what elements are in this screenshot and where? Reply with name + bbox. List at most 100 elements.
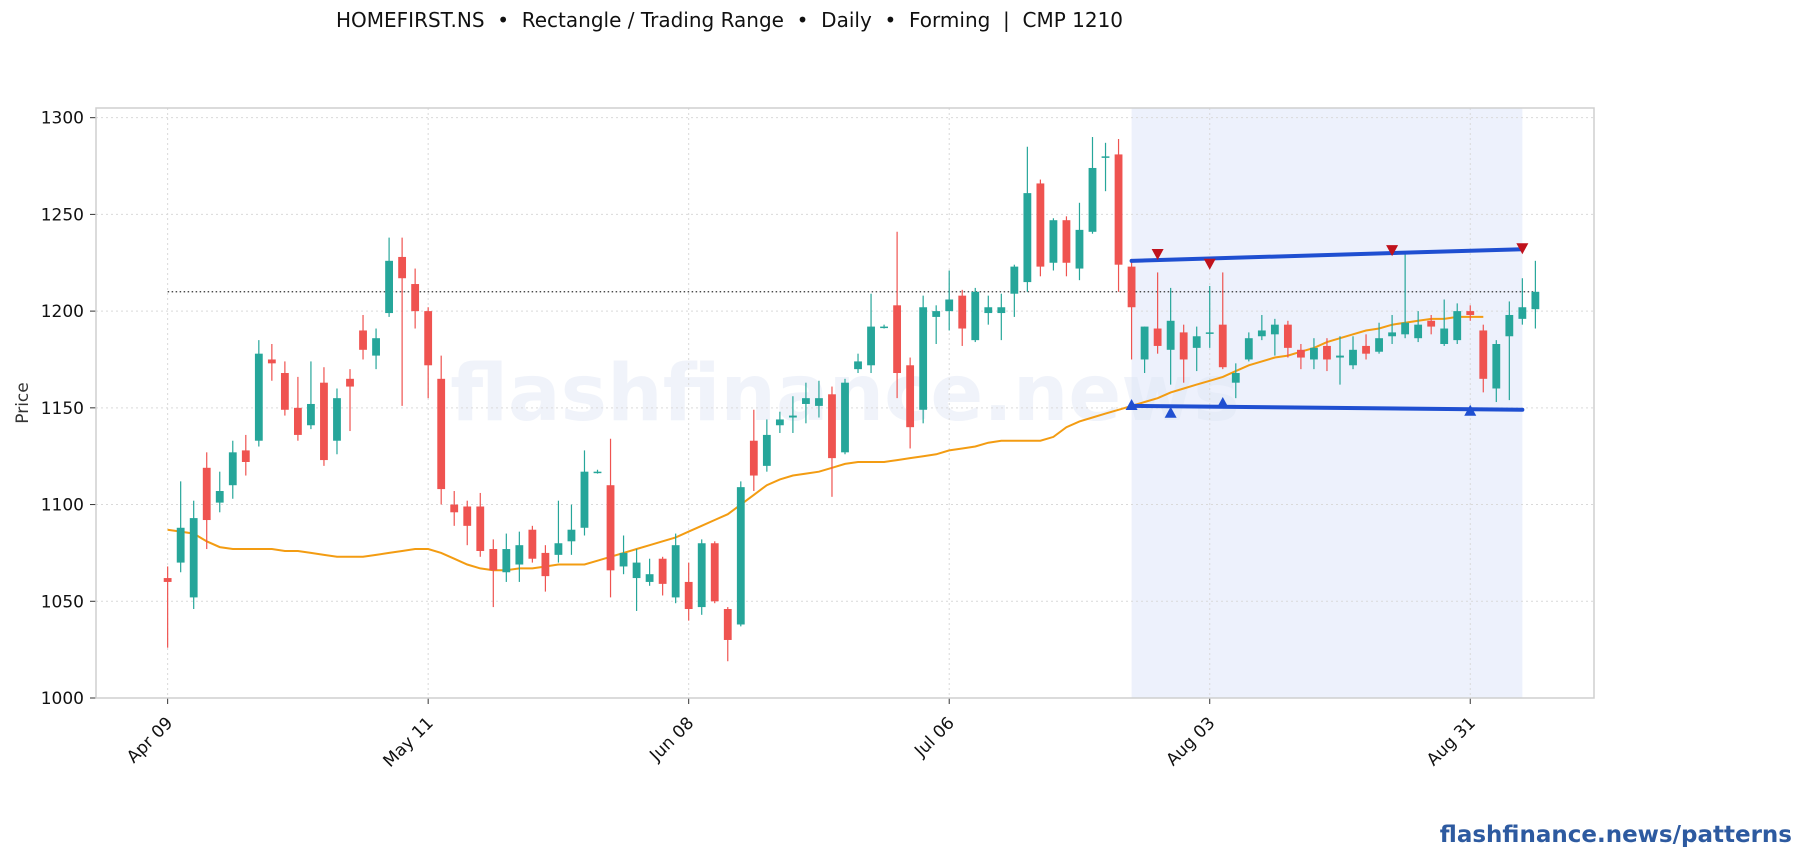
candle: [658, 556, 667, 596]
candle: [1257, 314, 1266, 341]
candle-body: [1479, 330, 1488, 379]
candle: [958, 289, 967, 346]
candle: [163, 566, 172, 648]
candle-body: [684, 581, 693, 610]
candle-body: [854, 361, 862, 370]
candle-body: [293, 407, 302, 435]
candle: [1231, 363, 1240, 399]
candle: [919, 295, 928, 424]
candle: [228, 440, 237, 499]
candle: [1466, 305, 1475, 321]
y-tick-label: 1000: [41, 689, 84, 709]
candle-body: [1218, 324, 1227, 368]
candle: [411, 268, 420, 329]
candle-body: [1231, 373, 1240, 383]
candle-body: [1505, 314, 1514, 337]
candle-body: [802, 398, 810, 404]
chart-title: HOMEFIRST.NS • Rectangle / Trading Range…: [336, 8, 1124, 32]
candle: [359, 314, 367, 360]
candle: [932, 305, 941, 344]
candle-body: [372, 338, 380, 356]
candle: [880, 324, 888, 329]
candle: [398, 237, 407, 406]
candle-body: [1179, 332, 1188, 360]
candle: [1505, 301, 1514, 401]
candle-body: [671, 545, 680, 598]
candle: [1401, 251, 1410, 339]
candle-body: [619, 552, 628, 567]
candle-body: [1257, 330, 1266, 337]
swing-high-marker: [1516, 243, 1529, 255]
candle: [1479, 324, 1488, 393]
candle: [1140, 326, 1149, 374]
candle: [775, 411, 784, 433]
x-tick-label: May 11: [380, 713, 438, 771]
candle: [320, 367, 328, 466]
candle: [346, 369, 354, 432]
candle: [307, 361, 315, 430]
candle: [697, 539, 706, 615]
candle-body: [1427, 320, 1436, 327]
candle: [437, 355, 446, 505]
candle: [1283, 320, 1292, 358]
candle: [906, 357, 915, 449]
candle-body: [463, 506, 472, 526]
candle: [606, 438, 615, 598]
candle-body: [1349, 349, 1357, 366]
candle: [1531, 260, 1540, 329]
candle: [671, 533, 680, 604]
support-line: [1129, 403, 1525, 412]
candle-body: [906, 365, 915, 428]
candle: [710, 541, 719, 604]
candle-body: [385, 260, 393, 314]
candle-body: [1310, 347, 1318, 360]
candle: [1388, 314, 1397, 344]
footer-link[interactable]: flashfinance.news/patterns: [1439, 822, 1792, 848]
candle-body: [476, 506, 485, 551]
candle: [489, 539, 498, 608]
candle: [645, 558, 654, 586]
candle-body: [1297, 349, 1305, 358]
candle-body: [424, 311, 433, 366]
candle: [997, 293, 1006, 341]
candle: [385, 237, 393, 317]
swing-high-marker: [1386, 245, 1399, 257]
candle: [1336, 336, 1344, 385]
candle: [788, 396, 797, 433]
candle-body: [984, 307, 993, 314]
candle-body: [593, 471, 602, 474]
candle-body: [1062, 220, 1071, 263]
candle-body: [775, 419, 784, 426]
candle: [684, 562, 693, 621]
candle-body: [580, 471, 589, 528]
candle-body: [632, 562, 641, 579]
candle: [1036, 179, 1045, 277]
candle-body: [1127, 266, 1136, 308]
pattern-zone: [1131, 108, 1523, 698]
swing-low-marker: [1216, 397, 1229, 409]
candle: [1192, 326, 1201, 372]
candle-body: [1518, 307, 1527, 319]
candle: [1205, 285, 1214, 348]
candle: [854, 353, 862, 374]
candle: [893, 231, 902, 399]
candle: [1453, 303, 1462, 344]
candle: [267, 344, 276, 381]
candle: [1244, 332, 1253, 362]
candle: [619, 535, 628, 575]
candle-body: [267, 359, 276, 364]
x-tick-label: Jul 06: [910, 713, 958, 761]
candle: [1349, 336, 1357, 370]
candle: [1023, 146, 1032, 292]
candle: [736, 481, 745, 627]
candle: [593, 469, 602, 474]
candle: [1101, 142, 1110, 192]
candle: [1297, 344, 1305, 370]
candle: [1049, 218, 1058, 271]
swing-high-marker: [1203, 258, 1216, 270]
candle-body: [762, 434, 771, 466]
candle-body: [541, 552, 550, 577]
candle-body: [1401, 322, 1410, 335]
candle: [1166, 287, 1175, 385]
